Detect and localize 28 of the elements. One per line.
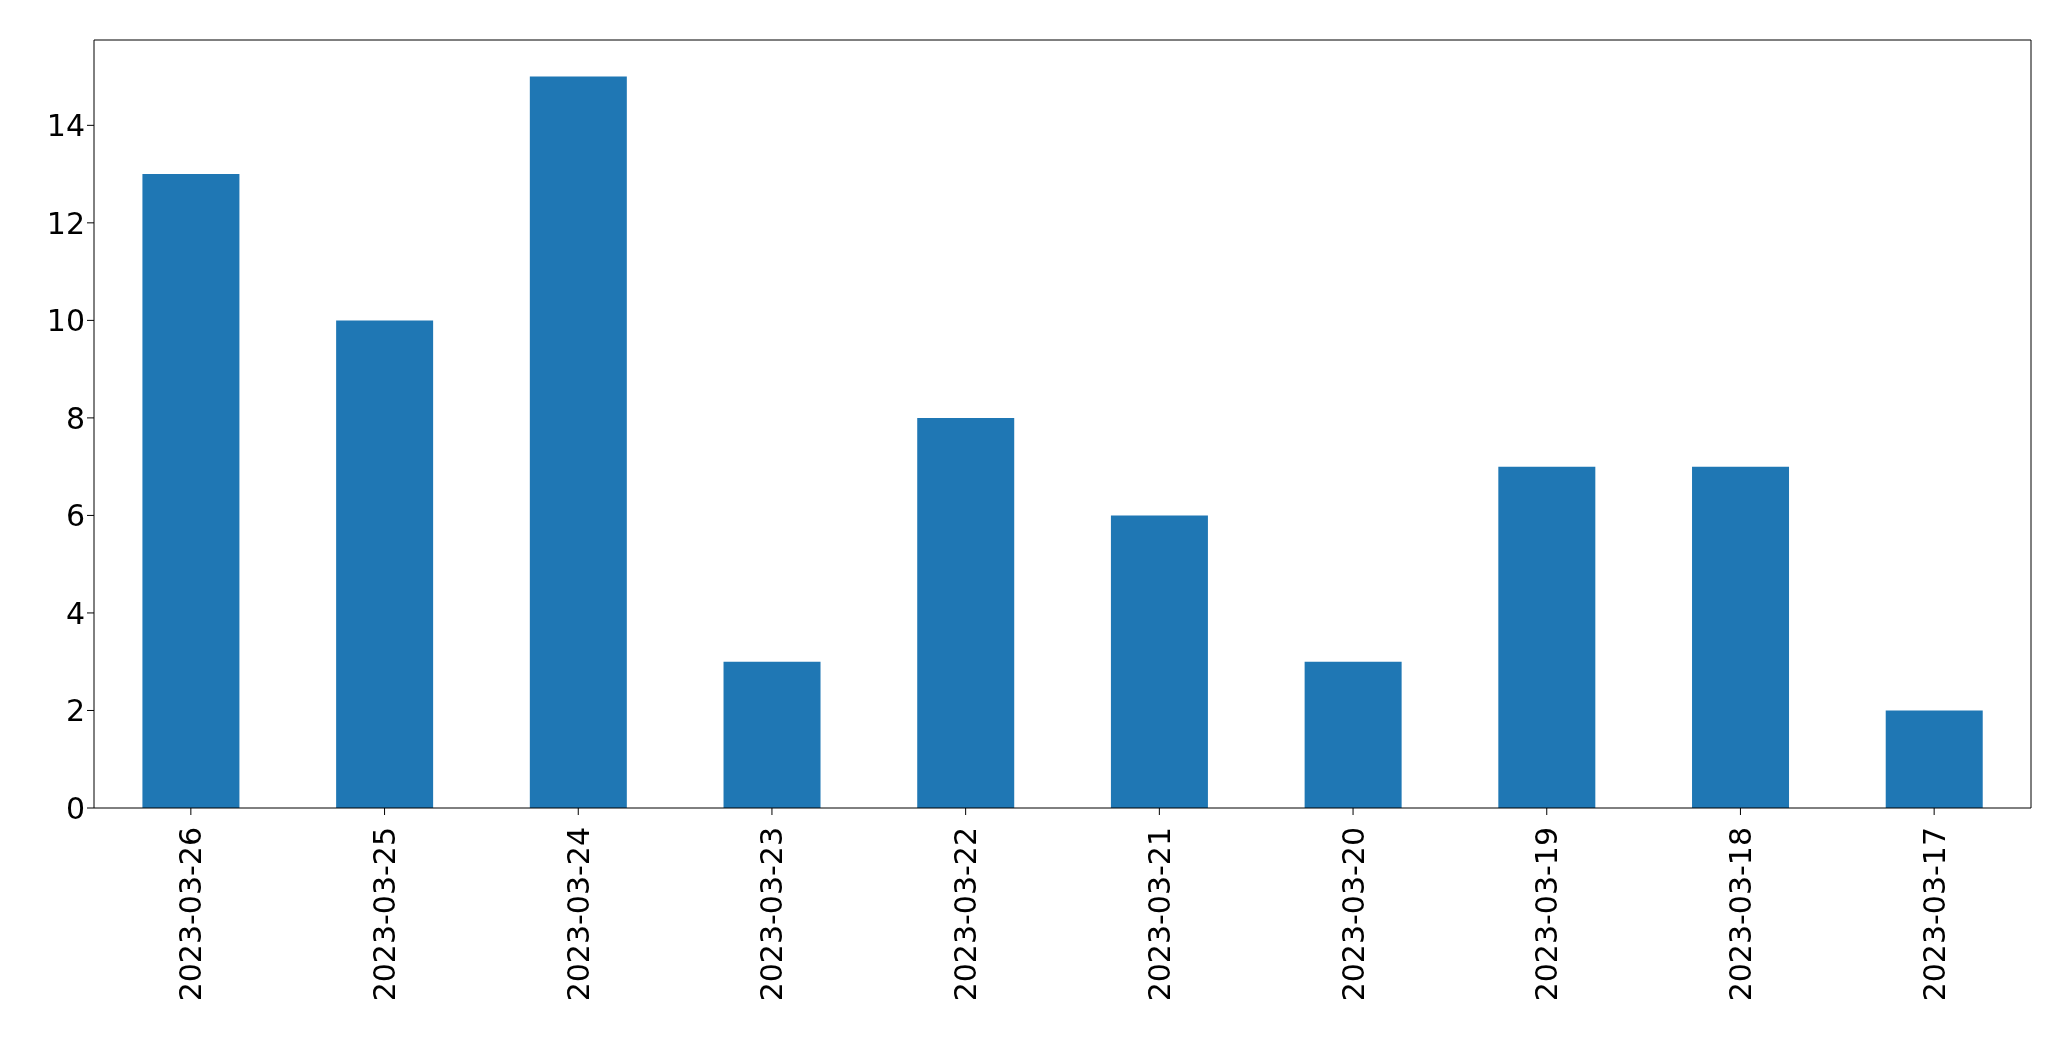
x-tick-label: 2023-03-17 — [1916, 827, 1952, 1002]
bar — [336, 320, 434, 808]
y-tick-label: 12 — [46, 205, 85, 241]
bar — [723, 661, 821, 808]
x-tick-label: 2023-03-25 — [367, 827, 403, 1002]
bar — [529, 76, 627, 808]
y-tick-label: 0 — [65, 790, 85, 826]
y-tick-label: 14 — [46, 107, 85, 143]
bar — [1498, 466, 1596, 808]
x-tick-label: 2023-03-20 — [1335, 827, 1371, 1002]
bar — [1885, 710, 1983, 808]
bar — [1304, 661, 1402, 808]
x-tick-label: 2023-03-19 — [1529, 827, 1565, 1002]
bar — [142, 174, 240, 808]
x-tick-label: 2023-03-18 — [1722, 827, 1758, 1002]
x-tick-label: 2023-03-24 — [560, 827, 596, 1002]
bar — [1692, 466, 1790, 808]
y-tick-label: 6 — [65, 498, 85, 534]
x-tick-label: 2023-03-26 — [173, 827, 209, 1002]
y-tick-label: 4 — [65, 595, 85, 631]
bar — [917, 417, 1015, 808]
y-tick-label: 10 — [46, 303, 85, 339]
bar — [1110, 515, 1208, 808]
x-tick-label: 2023-03-23 — [754, 827, 790, 1002]
x-tick-label: 2023-03-22 — [948, 827, 984, 1002]
y-tick-label: 2 — [65, 693, 85, 729]
x-tick-label: 2023-03-21 — [1141, 827, 1177, 1002]
y-tick-label: 8 — [65, 400, 85, 436]
